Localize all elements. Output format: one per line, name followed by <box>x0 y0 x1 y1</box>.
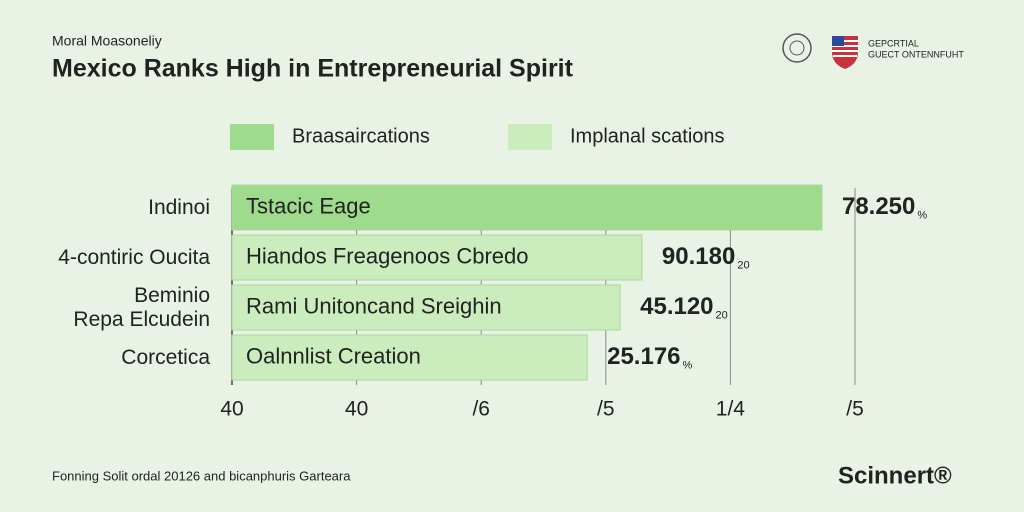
x-tick-label: 1/4 <box>716 398 746 421</box>
bar-note-suffix: % <box>683 359 693 371</box>
emblem-icon <box>782 33 812 63</box>
footer: Fonning Solit ordal 20126 and bicanphuri… <box>52 468 351 483</box>
y-tick-label: Beminio Repa Elcudein <box>73 283 210 331</box>
bar <box>231 334 588 381</box>
emblem-icon <box>789 40 805 56</box>
bar-text: Tstacic Eage <box>246 193 371 218</box>
flag-icon <box>832 36 858 69</box>
bar-note-suffix: 20 <box>716 309 728 321</box>
bar-text: Oalnnlist Creation <box>246 343 421 368</box>
header-right: GUECT ONTENNFUHT <box>868 49 964 59</box>
logo: Scinnert® <box>838 462 952 489</box>
legend-label: Implanal scations <box>570 125 725 147</box>
bar-note-suffix: % <box>917 209 927 221</box>
legend-swatch <box>508 124 552 150</box>
chart-title: Mexico Ranks High in Entrepreneurial Spi… <box>52 55 574 83</box>
x-tick-label: 40 <box>220 398 243 421</box>
bar-note-suffix: 20 <box>737 259 749 271</box>
bar-note: 78.250 <box>842 193 915 220</box>
x-tick-label: /5 <box>846 398 864 421</box>
x-tick-label: /5 <box>597 398 615 421</box>
legend-swatch <box>230 124 274 150</box>
legend-label: Braasaircations <box>292 125 430 147</box>
bar-text: Rami Unitoncand Sreighin <box>246 293 502 318</box>
bar-note: 45.120 <box>640 293 713 320</box>
header-right: GEPCRTIAL <box>868 38 919 48</box>
subtitle: Moral Moasoneliy <box>52 33 162 49</box>
bar-note: 90.180 <box>662 243 735 270</box>
bar <box>231 184 823 231</box>
bar-note: 25.176 <box>607 343 680 370</box>
y-tick-label: Indinoi <box>148 195 210 219</box>
x-tick-label: 40 <box>345 398 368 421</box>
bar-text: Hiandos Freagenoos Cbredo <box>246 243 529 268</box>
bar <box>231 234 643 281</box>
y-tick-label: Corcetica <box>121 345 210 369</box>
x-tick-label: /6 <box>472 398 490 421</box>
bar <box>231 284 621 331</box>
y-tick-label: 4-contiric Oucita <box>58 245 210 269</box>
